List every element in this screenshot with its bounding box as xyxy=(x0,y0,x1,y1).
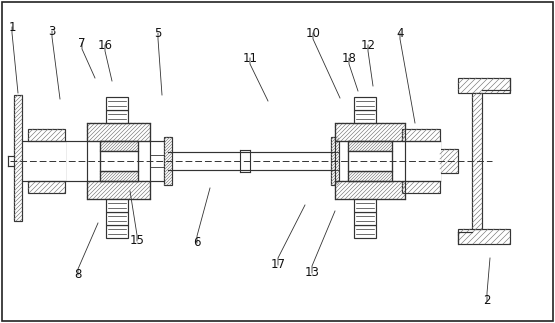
Text: 18: 18 xyxy=(341,51,356,65)
Bar xyxy=(348,171,392,181)
Bar xyxy=(354,212,376,225)
Bar xyxy=(458,229,510,244)
Text: 12: 12 xyxy=(361,38,376,51)
Bar xyxy=(354,110,376,123)
Text: 5: 5 xyxy=(154,26,162,39)
Bar xyxy=(440,149,458,173)
Text: 10: 10 xyxy=(306,26,320,39)
Bar xyxy=(401,141,441,181)
Bar xyxy=(335,181,405,199)
Bar xyxy=(106,199,128,212)
Text: 4: 4 xyxy=(396,26,403,39)
Bar xyxy=(87,123,150,141)
Bar xyxy=(331,137,339,185)
Text: 16: 16 xyxy=(98,38,113,51)
Bar xyxy=(354,225,376,238)
Text: 8: 8 xyxy=(74,268,82,282)
Bar xyxy=(354,199,376,212)
Bar xyxy=(354,97,376,110)
Text: 1: 1 xyxy=(8,20,16,34)
Bar xyxy=(106,97,128,110)
Bar xyxy=(100,151,138,171)
Bar xyxy=(106,225,128,238)
Bar xyxy=(348,151,392,171)
Bar xyxy=(164,137,172,185)
Text: 6: 6 xyxy=(193,236,201,249)
Bar xyxy=(27,141,66,181)
Text: 11: 11 xyxy=(243,51,258,65)
Text: 3: 3 xyxy=(48,25,56,37)
Bar xyxy=(28,129,65,193)
Text: 13: 13 xyxy=(305,266,320,279)
Bar xyxy=(106,110,128,123)
Bar xyxy=(458,78,510,93)
Text: 17: 17 xyxy=(270,258,285,272)
Bar xyxy=(106,212,128,225)
Bar xyxy=(335,123,405,141)
Bar xyxy=(348,141,392,151)
Bar xyxy=(87,181,150,199)
Text: 15: 15 xyxy=(129,234,144,247)
Text: 7: 7 xyxy=(78,36,86,49)
Bar xyxy=(472,93,482,229)
Text: 2: 2 xyxy=(483,295,491,307)
Bar xyxy=(402,129,440,193)
Bar xyxy=(100,141,138,151)
Bar xyxy=(14,95,22,221)
Bar xyxy=(100,171,138,181)
